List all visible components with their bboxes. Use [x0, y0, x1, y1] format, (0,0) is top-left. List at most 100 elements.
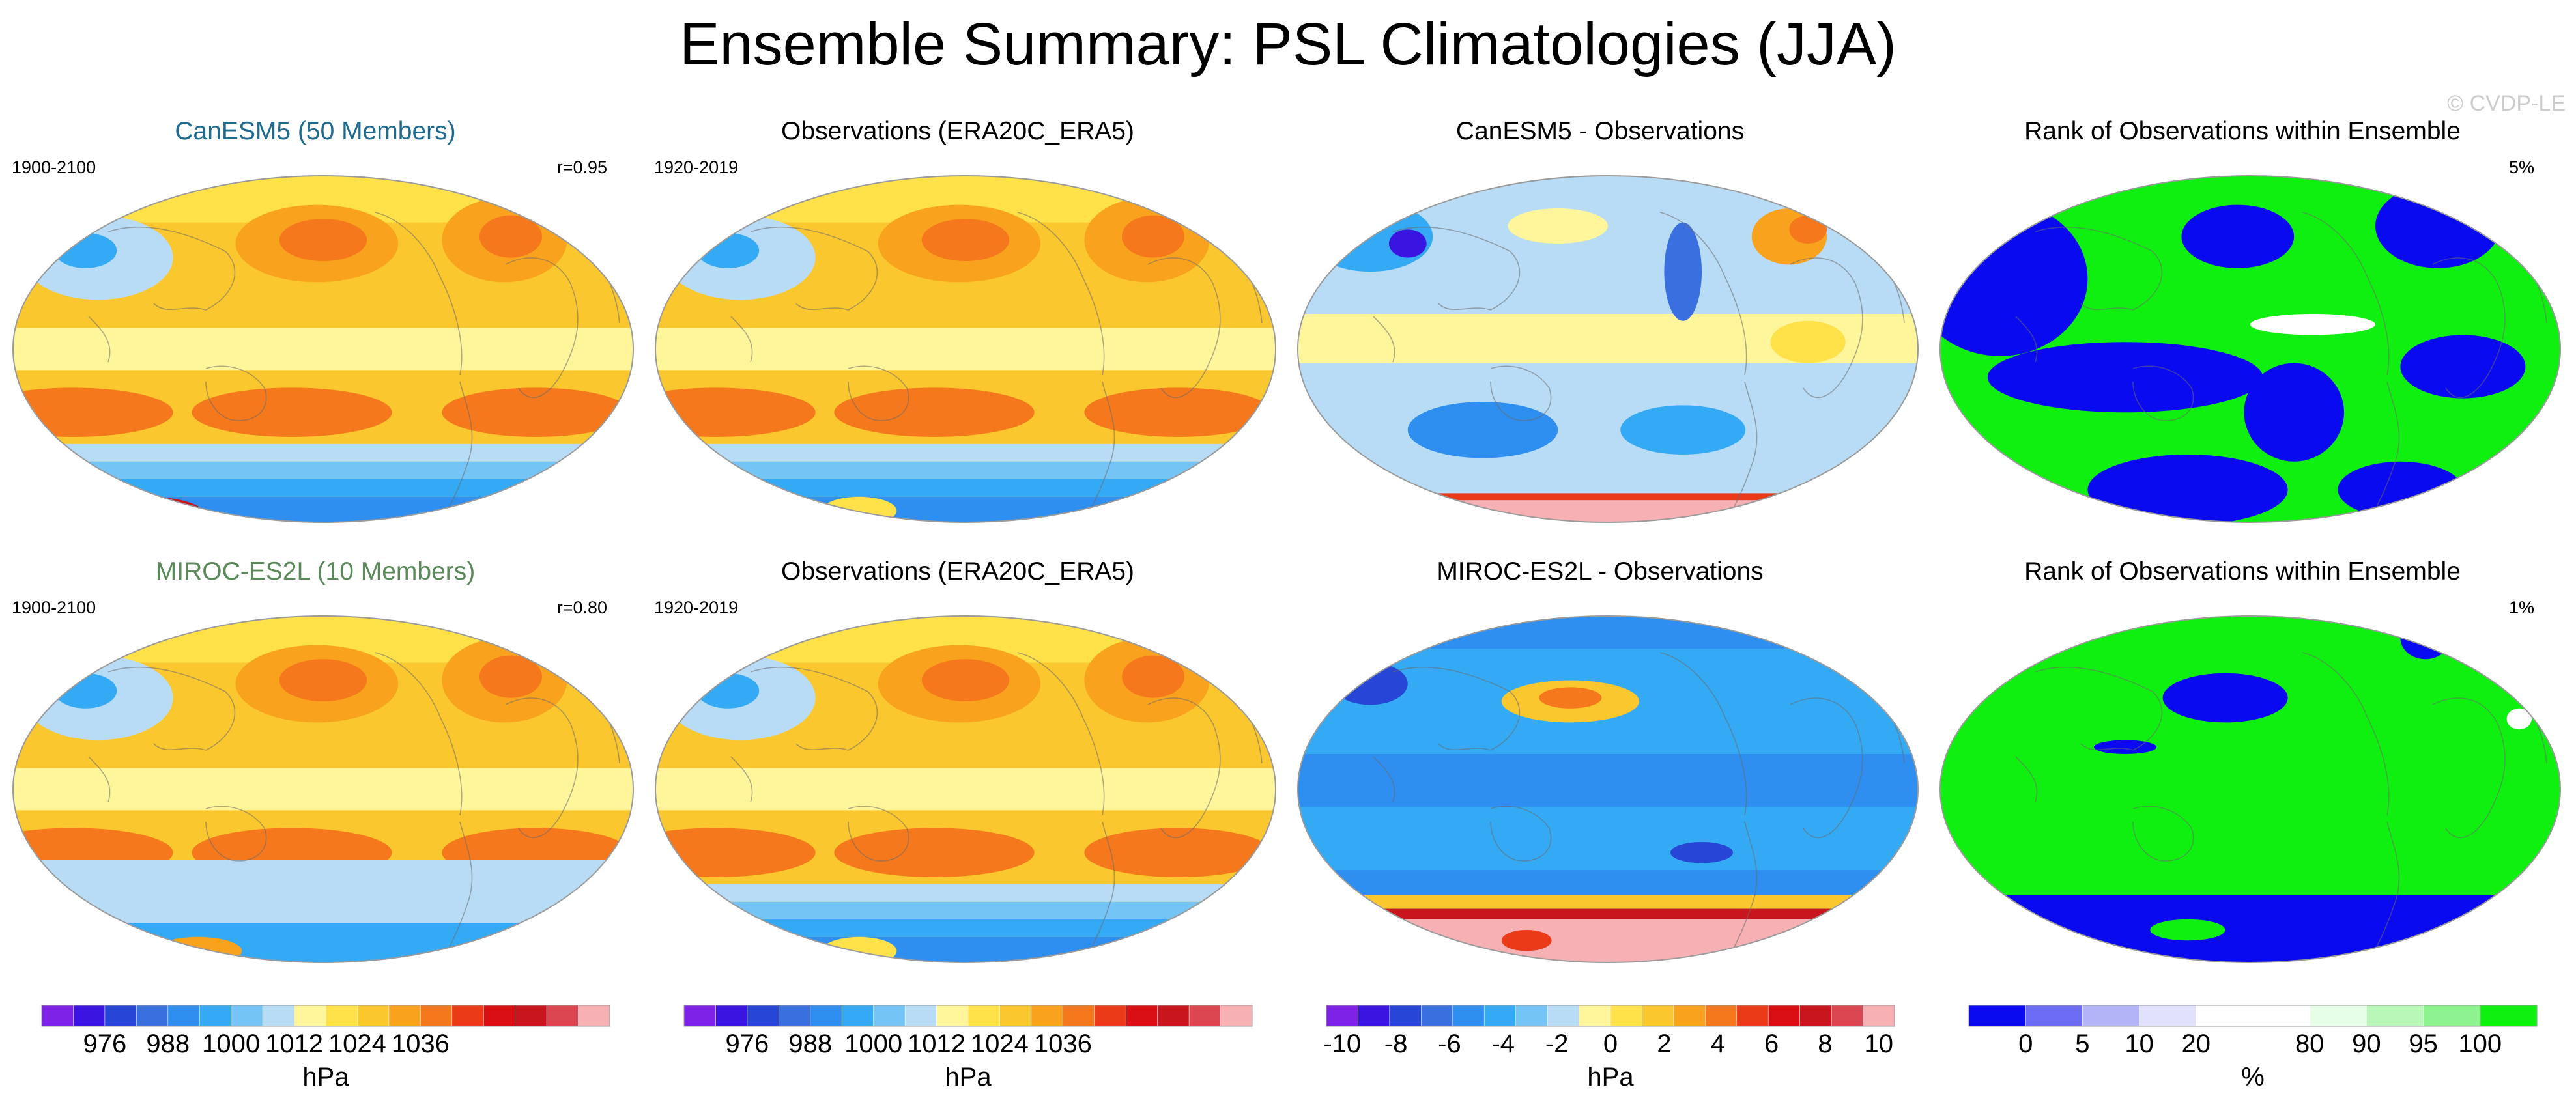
field-band	[13, 860, 633, 923]
field-contour	[2150, 919, 2225, 941]
colorbar-swatches: -10 -8 -6 -4 -2 0 2 4 6 8 10	[1323, 1005, 1895, 1058]
colorbar-tick-label: 1024	[328, 1030, 386, 1058]
colorbar-tick-label: 5	[2075, 1030, 2089, 1058]
coastline	[1147, 257, 1221, 399]
colorbar-swatch	[2423, 1005, 2481, 1027]
coastline	[505, 697, 579, 839]
map-outline	[1297, 175, 1919, 523]
map-outline	[655, 615, 1276, 963]
subtropical-band	[655, 328, 1276, 378]
field-band	[13, 479, 633, 497]
field-band	[13, 461, 633, 479]
coastline	[1392, 667, 1521, 751]
colorbar-frame	[41, 1005, 610, 1027]
colorbar-swatch	[388, 1005, 422, 1027]
panel-period: 1900-2100	[12, 158, 96, 177]
coastline	[2302, 212, 2390, 376]
coastline	[1089, 821, 1115, 953]
colorbar: 976 988 1000 1012 1024 1036 hPa	[658, 1003, 1278, 1107]
panel-title: Observations (ERA20C_ERA5)	[781, 117, 1134, 145]
colorbar-swatch	[841, 1005, 874, 1027]
colorbar-swatch	[967, 1005, 1001, 1027]
panel-period: 1920-2019	[654, 598, 739, 617]
low-rank-region	[1987, 342, 2263, 413]
colorbar-tick-label: 1024	[971, 1030, 1029, 1058]
colorbar-unit: hPa	[1587, 1063, 1634, 1091]
colorbar-swatch	[1705, 1005, 1738, 1027]
robinson-map	[12, 175, 634, 523]
field-contour	[2094, 740, 2156, 754]
colorbar-tick-label: 1012	[265, 1030, 323, 1058]
map-panel: Rank of Observations within Ensemble 1%	[1927, 538, 2561, 987]
colorbar-swatch	[936, 1005, 969, 1027]
panel-statistic: r=0.80	[556, 598, 607, 617]
colorbar-swatch	[999, 1005, 1032, 1027]
coastline	[1089, 381, 1115, 512]
pacific-high-core	[921, 659, 1010, 701]
panel-period: 1900-2100	[12, 598, 96, 617]
colorbar-swatch	[1220, 1005, 1253, 1027]
colorbar-swatch	[357, 1005, 390, 1027]
colorbar-swatches: 0 5 10 20 80 90 95 100	[1968, 1005, 2538, 1058]
high-pressure-cell	[1084, 387, 1272, 437]
colorbar-tick-label: 90	[2352, 1030, 2381, 1058]
mid-rank-region	[2506, 708, 2532, 730]
field-band	[655, 461, 1276, 479]
coastline	[2035, 227, 2163, 311]
field-band	[655, 919, 1276, 937]
antarctic-high	[822, 496, 897, 522]
panel-statistic: 1%	[2508, 598, 2534, 617]
colorbar-swatch	[104, 1005, 137, 1027]
colorbar-swatch	[683, 1005, 717, 1027]
colorbar-swatch	[2309, 1005, 2368, 1027]
colorbar-swatch	[231, 1005, 263, 1027]
colorbar-tick-label: 4	[1711, 1030, 1725, 1058]
pacific-high-core	[921, 219, 1010, 261]
field-contour	[1620, 405, 1746, 455]
colorbar-swatch	[1094, 1005, 1127, 1027]
field-band	[655, 479, 1276, 497]
colorbar-swatch	[515, 1005, 547, 1027]
panel-title: Observations (ERA20C_ERA5)	[781, 557, 1134, 585]
colorbar-swatch	[1736, 1005, 1769, 1027]
colorbar-swatch	[136, 1005, 169, 1027]
colorbar-swatch	[483, 1005, 516, 1027]
colorbar-tick-label: 80	[2295, 1030, 2325, 1058]
antarctic-anomaly	[1298, 500, 1918, 522]
colorbar-swatch	[1326, 1005, 1359, 1027]
subtropical-band	[655, 768, 1276, 818]
colorbar-swatch	[779, 1005, 811, 1027]
positive-anomaly	[1508, 208, 1608, 244]
high-pressure-cell	[1084, 828, 1272, 877]
colorbar-tick-label: 1000	[202, 1030, 260, 1058]
robinson-map	[1939, 615, 2561, 963]
colorbar-tick-label: 1000	[844, 1030, 902, 1058]
coastline	[730, 756, 753, 803]
coastline	[1790, 697, 1863, 839]
coastline	[2432, 257, 2506, 399]
coastline	[1147, 697, 1221, 839]
colorbar-swatch	[2082, 1005, 2140, 1027]
coastline	[505, 257, 579, 399]
panel-title: CanESM5 - Observations	[1455, 117, 1745, 145]
coastline	[2302, 652, 2390, 816]
azores-high-core	[1122, 215, 1184, 258]
field-band	[13, 443, 633, 462]
colorbar-swatch	[1125, 1005, 1158, 1027]
negative-anomaly	[1407, 402, 1558, 458]
field-layer	[1940, 616, 2560, 962]
antarctic-anomaly	[1298, 908, 1918, 919]
coastline	[2432, 697, 2506, 839]
colorbar-swatch	[1863, 1005, 1895, 1027]
coastline	[2132, 365, 2194, 421]
colorbar-swatch	[41, 1005, 74, 1027]
colorbar-swatch	[578, 1005, 610, 1027]
coastline	[205, 365, 267, 421]
low-rank-region	[2181, 204, 2295, 268]
colorbar-swatches: 976 988 1000 1012 1024 1036	[41, 1005, 610, 1058]
coastline	[1392, 227, 1521, 311]
colorbar-tick-label: -10	[1323, 1030, 1361, 1058]
map-panel: Observations (ERA20C_ERA5) 1920-2019	[642, 538, 1276, 987]
azores-high-core	[1122, 655, 1184, 698]
map-panel: MIROC-ES2L - Observations	[1285, 538, 1919, 987]
